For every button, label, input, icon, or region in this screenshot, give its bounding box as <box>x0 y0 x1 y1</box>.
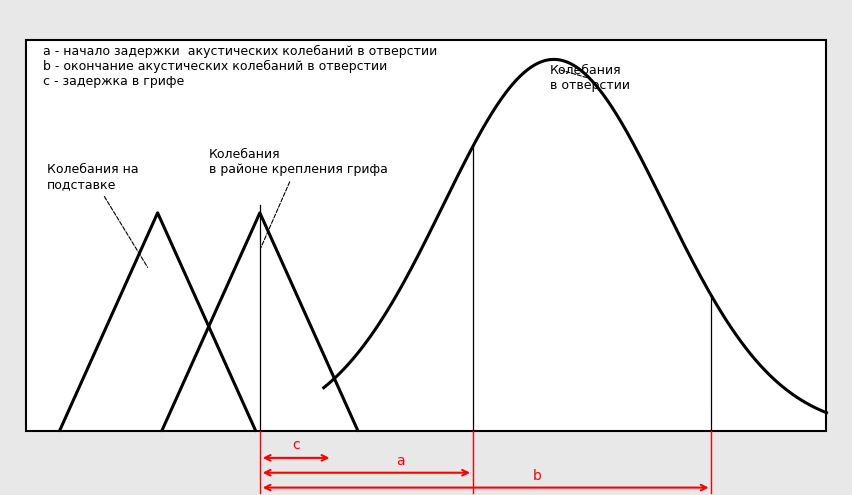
Text: a - начало задержки  акустических колебаний в отверстии
b - окончание акустическ: a - начало задержки акустических колебан… <box>43 45 437 88</box>
Text: b: b <box>532 469 541 483</box>
Bar <box>26 40 826 431</box>
Text: Колебания
в районе крепления грифа: Колебания в районе крепления грифа <box>209 148 388 248</box>
Text: Колебания на
подставке: Колебания на подставке <box>47 163 147 267</box>
Text: a: a <box>396 454 405 468</box>
Text: Колебания
в отверстии: Колебания в отверстии <box>550 64 630 93</box>
Text: c: c <box>292 438 300 452</box>
